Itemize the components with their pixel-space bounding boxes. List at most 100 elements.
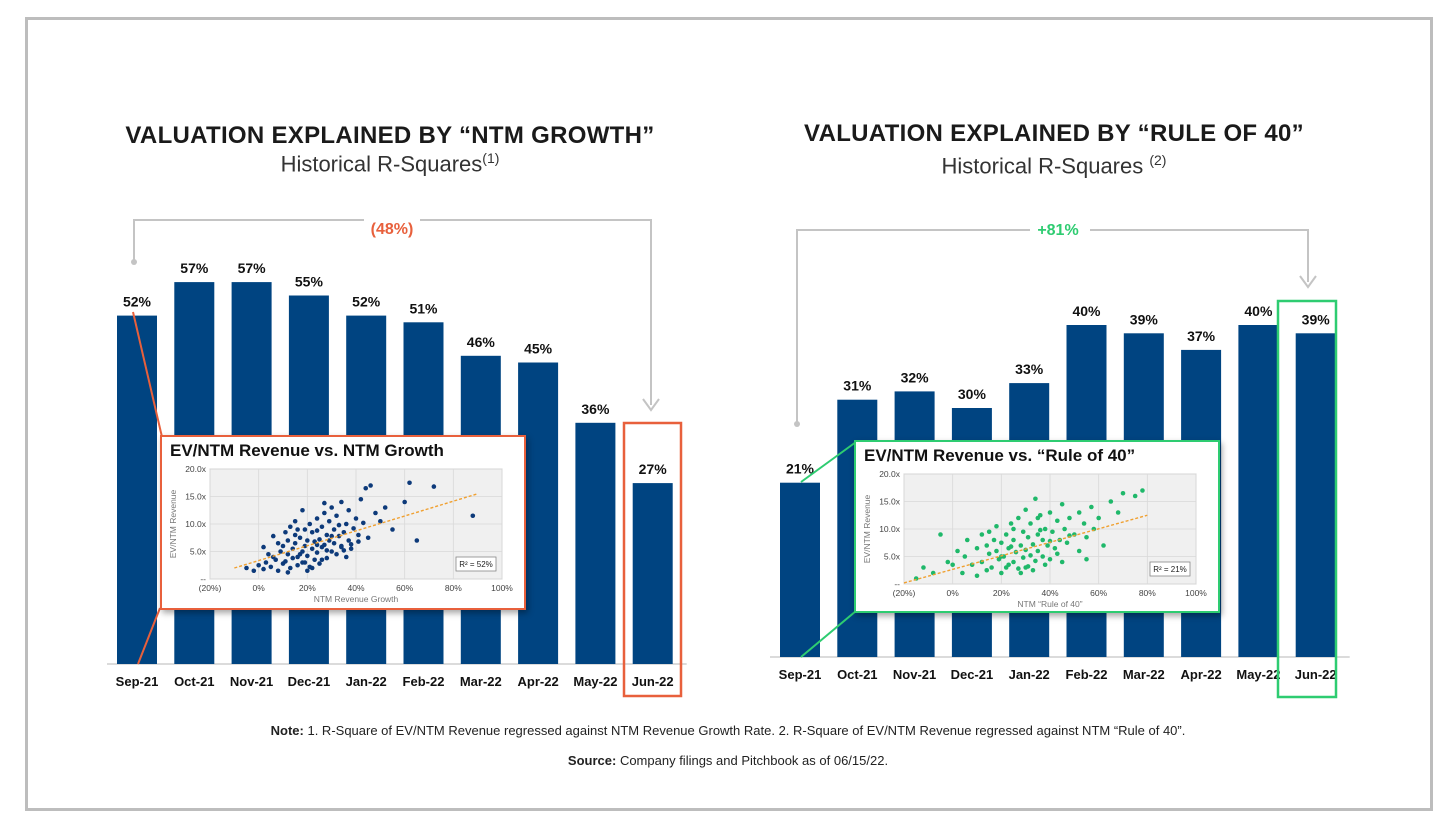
left-scatter-point [382,505,388,510]
right-scatter-point [1008,544,1014,549]
left-scatter-point [322,510,327,516]
right-scatter-point [1020,529,1026,535]
left-scatter-point [324,548,330,553]
left-bracket [133,219,652,405]
right-scatter-point [1084,556,1089,562]
left-scatter-title: EV/NTM Revenue vs. NTM Growth [170,441,444,460]
right-scatter-inset: EV/NTM Revenue vs. “Rule of 40” (20%) 0% 2… [854,440,1220,613]
left-scatter-point [297,535,303,541]
left-tick-Jun-22: Jun-22 [632,674,674,689]
left-scatter-point [280,543,286,549]
source-line: Source: Company filings and Pitchbook as… [0,753,1456,768]
left-scatter-point [270,533,276,539]
right-tick-Jun-22: Jun-22 [1295,667,1337,682]
left-scatter-point [314,528,320,533]
left-tick-Dec-21: Dec-21 [288,674,331,689]
left-scatter-point [329,533,334,539]
right-data-label-Dec-21: 30% [958,386,987,402]
left-scatter-xtick: 20% [299,583,316,593]
left-scatter-point [307,521,313,527]
left-tick-Nov-21: Nov-21 [230,674,273,689]
right-scatter-plot: (20%) 0% 20% 40% 60% 80% 100% -- 5.0x 10.0x 15.0x 2… [862,469,1207,609]
left-scatter-point [339,499,344,505]
left-tick-Jan-22: Jan-22 [346,674,387,689]
right-scatter-point [1011,537,1016,543]
right-scatter-point [1064,540,1070,546]
left-scatter-point [314,516,320,521]
left-scatter-ytick: 20.0x [185,464,207,474]
right-scatter-point [921,565,926,570]
right-scatter-point [999,540,1004,546]
right-scatter-point [1003,532,1009,537]
left-scatter-point [285,538,291,543]
left-scatter-point [329,549,334,554]
right-scatter-point [1030,542,1036,547]
left-scatter-xtick: 100% [491,583,513,593]
left-scatter-xlabel: NTM Revenue Growth [314,594,399,604]
right-scatter-point [1016,566,1021,571]
right-scatter-point [1076,548,1082,554]
left-subtitle-footnote: (1) [482,150,500,166]
left-scatter-point [346,507,351,513]
right-scatter-point [974,573,980,579]
left-bracket-start [131,259,137,265]
right-scatter-point [962,554,968,559]
right-r2-label: R² = 21% [1153,565,1187,574]
right-tick-Feb-22: Feb-22 [1066,667,1108,682]
left-data-label-Sep-21: 52% [123,294,152,310]
left-scatter-point [305,568,310,574]
right-scatter-point [1096,515,1101,521]
left-scatter-point [317,537,322,542]
right-scatter-point [1035,515,1041,521]
left-scatter-point [351,526,356,531]
left-scatter-point [290,555,296,561]
right-scatter-ytick: -- [894,579,900,589]
left-scatter-point [319,524,325,530]
right-scatter-point [1132,493,1138,499]
left-scatter-point [331,540,337,546]
right-scatter-point [1042,562,1048,568]
right-scatter-point [1023,547,1028,553]
right-scatter-point [1028,553,1033,558]
right-scatter-point [999,570,1004,576]
left-scatter-point [339,544,344,550]
right-scatter-point [1023,565,1028,570]
left-panel-subtitle: Historical R-Squares(1) [90,150,690,177]
right-scatter-point [1115,510,1121,515]
left-scatter-ytick: -- [200,574,206,584]
left-scatter-point [356,532,361,538]
left-scatter-point [305,538,310,543]
right-scatter-xtick: 40% [1041,588,1058,598]
right-scatter-point [1011,526,1016,532]
left-scatter-point [317,561,322,566]
right-scatter-xtick: 80% [1139,588,1156,598]
left-bar-Sep-21 [117,315,157,664]
right-scatter-xtick: (20%) [893,588,916,598]
right-scatter-trendline [903,514,1148,584]
right-scatter-title: EV/NTM Revenue vs. “Rule of 40” [864,446,1136,465]
right-scatter-ytick: 20.0x [879,469,901,479]
left-scatter-point [470,513,476,519]
left-scatter-point [285,570,291,575]
right-scatter-point [1035,532,1041,537]
right-highlight-box [1276,299,1338,699]
right-scatter-point [950,562,955,568]
left-scatter-point [283,559,288,564]
left-scatter-point [275,540,281,546]
right-scatter-point [1108,499,1114,504]
left-scatter-point [288,565,293,571]
right-scatter-point [1003,565,1009,570]
left-scatter-point [292,518,298,524]
left-scatter-xtick: (20%) [199,583,222,593]
left-scatter-point [263,560,269,565]
right-scatter-point [1033,496,1038,502]
right-scatter-point [1055,518,1060,524]
left-scatter-point [407,480,412,486]
left-scatter-point [358,496,364,502]
left-scatter-point [390,527,395,532]
left-scatter-point [336,533,342,539]
left-scatter-point [343,521,349,527]
left-data-label-May-22: 36% [581,401,610,417]
right-subtitle-text: Historical R-Squares [941,153,1150,179]
right-scatter-xtick: 20% [993,588,1010,598]
